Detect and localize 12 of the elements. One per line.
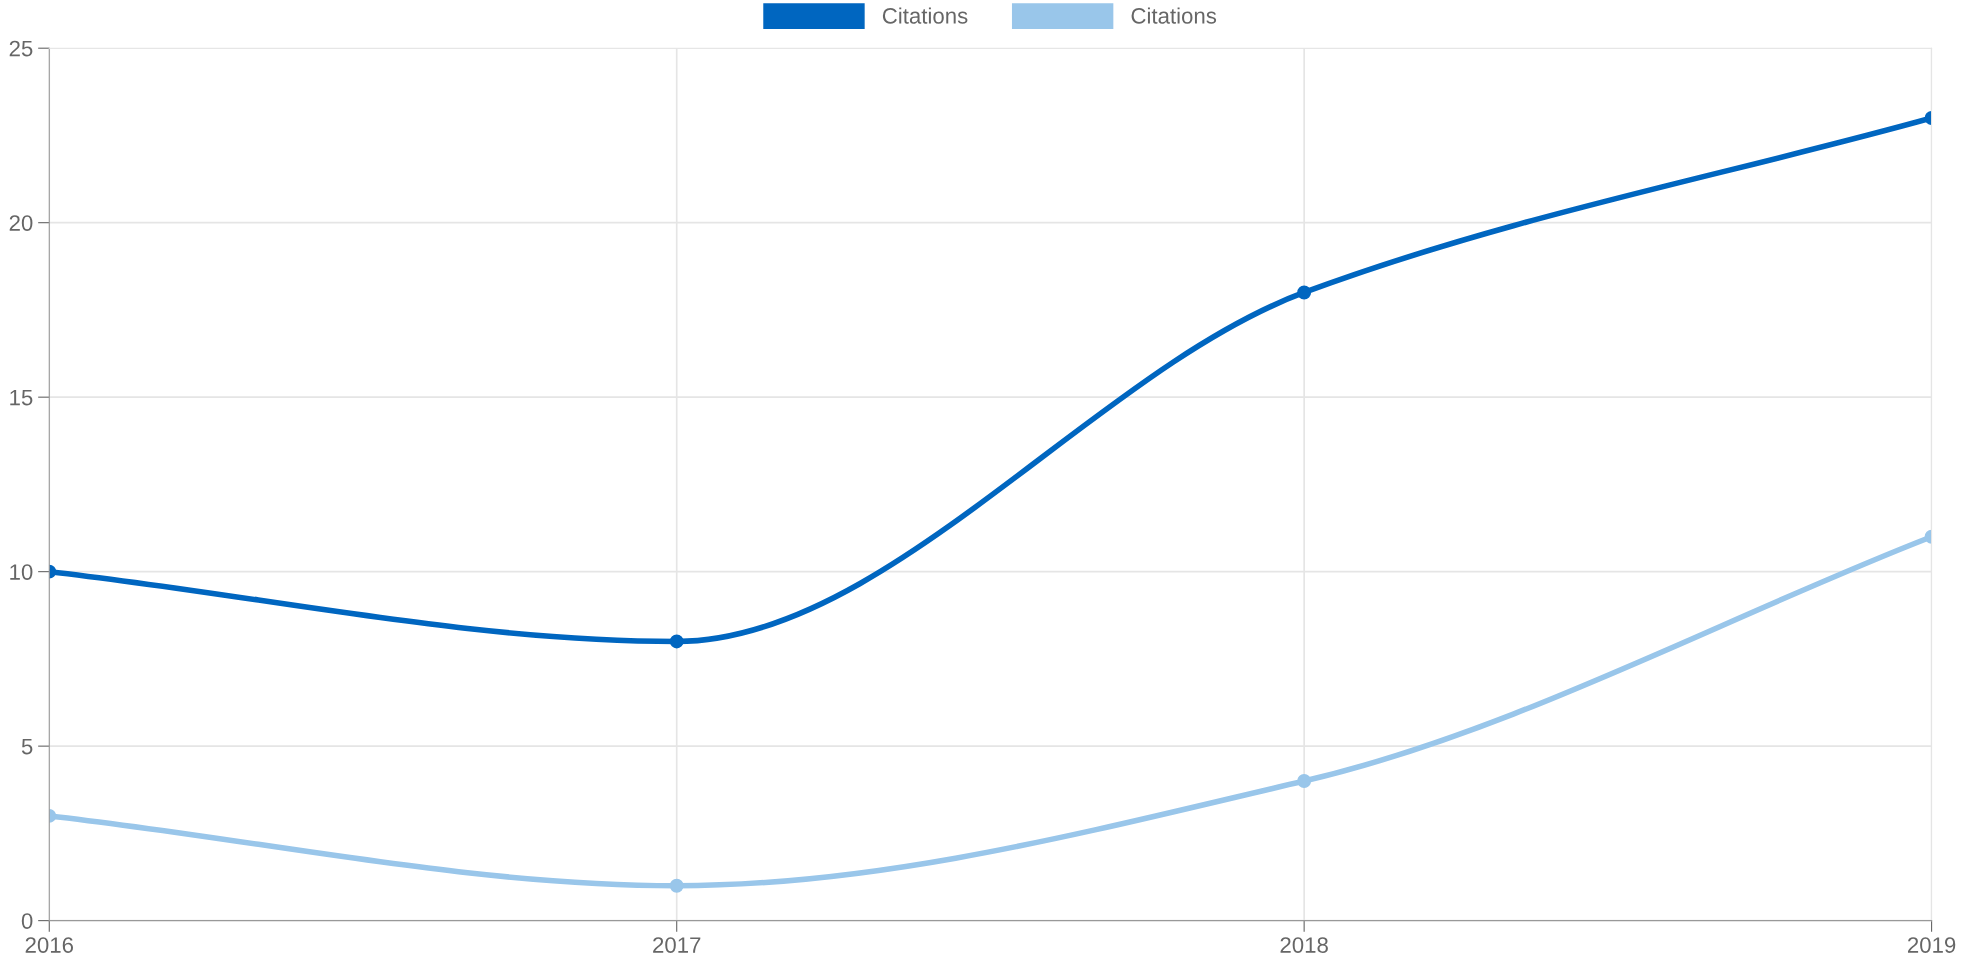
x-tick-label: 2017: [653, 937, 701, 953]
y-tick-label: 25: [9, 40, 33, 57]
x-tick-label: 2019: [1907, 937, 1956, 953]
x-tick-label: 2018: [1280, 937, 1328, 953]
y-tick-label: 5: [21, 738, 33, 755]
y-tick-label: 0: [21, 913, 33, 929]
y-tick-label: 10: [10, 564, 33, 580]
y-tick-label: 15: [10, 389, 33, 406]
legend-label: Citations: [882, 7, 968, 24]
x-tick-label: 2016: [25, 937, 74, 953]
legend-label: Citations: [1131, 7, 1217, 24]
y-tick-label: 20: [9, 215, 33, 231]
